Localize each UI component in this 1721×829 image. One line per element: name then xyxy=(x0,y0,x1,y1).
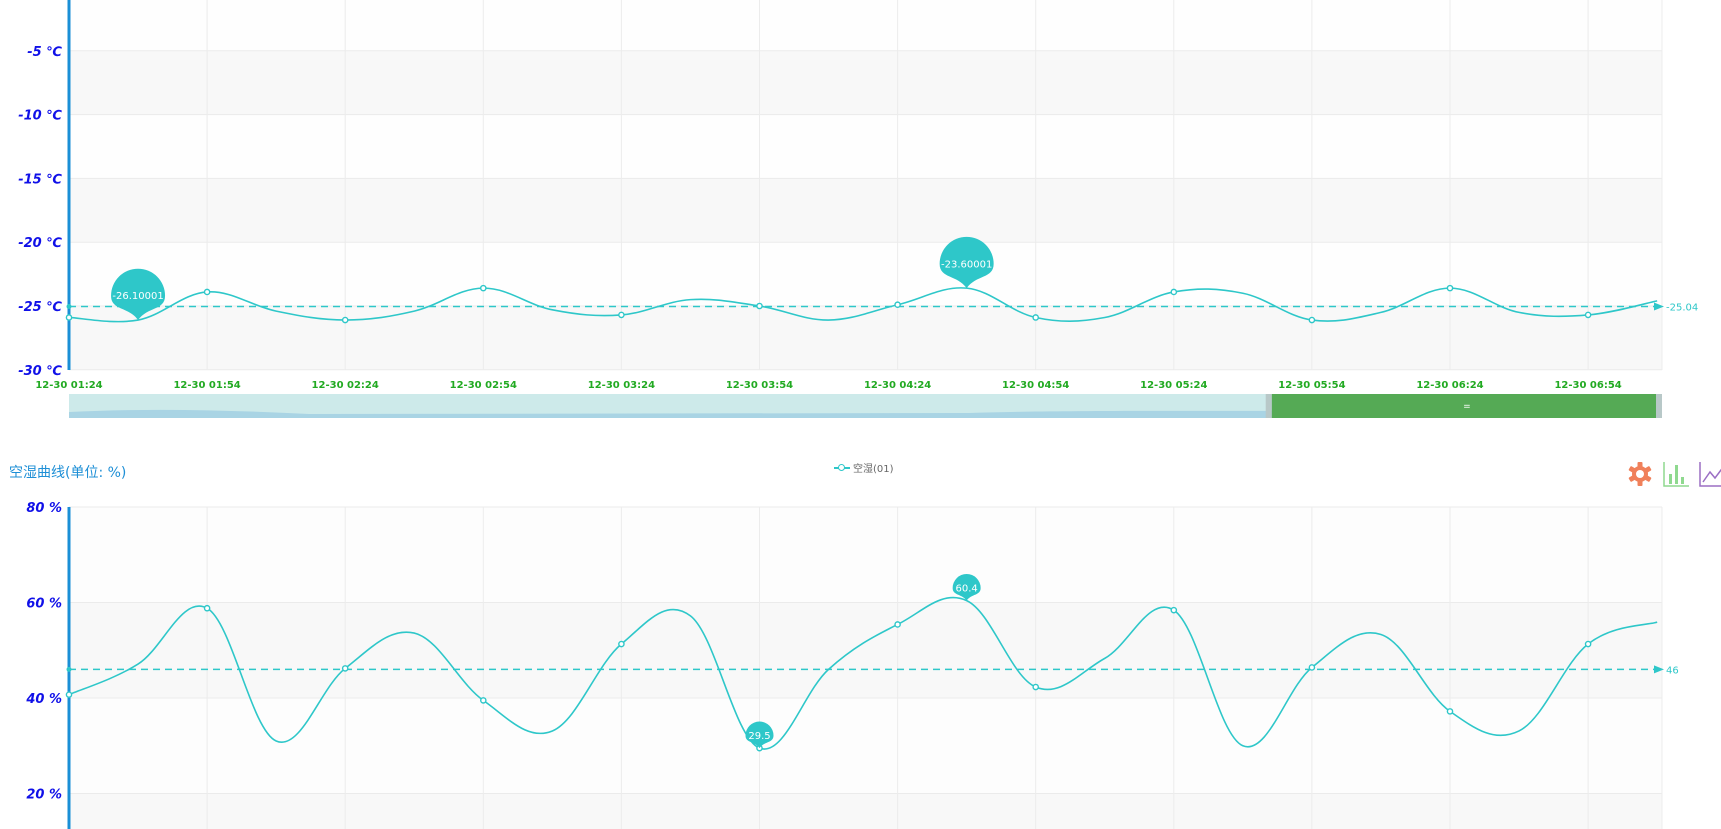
bar-chart-icon[interactable] xyxy=(1662,460,1690,488)
grid-band xyxy=(69,507,1662,603)
y-tick-label: -25 ℃ xyxy=(18,300,62,315)
mark-point-pin[interactable] xyxy=(745,721,774,749)
y-tick-label: -10 ℃ xyxy=(18,109,62,124)
y-tick-label: -5 ℃ xyxy=(27,45,62,60)
mark-point-label-1: -26.10001 xyxy=(112,291,163,302)
humidity-chart: 80 % 60 % 40 % 20 % 46 29.5 60.4 xyxy=(25,501,1679,829)
data-point[interactable] xyxy=(341,665,349,672)
data-point[interactable] xyxy=(65,691,73,698)
mark-point-pin[interactable] xyxy=(939,236,994,289)
data-point[interactable] xyxy=(1584,640,1592,648)
legend-line-icon xyxy=(834,463,850,473)
x-tick-label: 12-30 06:24 xyxy=(1416,380,1483,391)
y-tick-label: 20 % xyxy=(26,788,62,803)
x-tick-label: 12-30 03:24 xyxy=(588,380,655,391)
temperature-chart: -5 ℃ -10 ℃ -15 ℃ -20 ℃ -25 ℃ -30 ℃12-30 01:24… xyxy=(18,0,1698,391)
mark-line-arrow xyxy=(1654,665,1664,674)
x-tick-label: 12-30 03:54 xyxy=(726,380,793,391)
toolbox xyxy=(1626,460,1721,488)
x-tick-label: 12-30 01:24 xyxy=(35,380,102,391)
series-line xyxy=(68,596,1658,750)
x-tick-label: 12-30 06:54 xyxy=(1554,380,1621,391)
mark-line-arrow xyxy=(1654,302,1664,311)
data-zoom-slider[interactable]: = xyxy=(69,394,1662,418)
grid-band xyxy=(69,0,1662,51)
x-tick-label: 12-30 04:24 xyxy=(864,380,931,391)
y-tick-label: -15 ℃ xyxy=(18,172,62,187)
data-point[interactable] xyxy=(1446,708,1454,715)
mark-line-start xyxy=(66,304,72,310)
datazoom-handle-right[interactable] xyxy=(1656,394,1662,418)
line-chart-icon[interactable] xyxy=(1698,460,1721,488)
data-point[interactable] xyxy=(203,288,211,296)
data-point[interactable] xyxy=(618,311,625,319)
mark-point-pin[interactable] xyxy=(111,268,166,321)
data-point[interactable] xyxy=(756,302,763,310)
x-tick-label: 12-30 04:54 xyxy=(1002,380,1069,391)
mark-point-label-13: 60.4 xyxy=(956,583,978,594)
data-point[interactable] xyxy=(1446,284,1454,292)
x-tick-label: 12-30 02:24 xyxy=(312,380,379,391)
data-point[interactable] xyxy=(479,697,487,704)
data-point[interactable] xyxy=(1032,683,1039,691)
legend-label: 空湿(01) xyxy=(853,464,894,475)
data-point[interactable] xyxy=(1170,288,1178,296)
data-point[interactable] xyxy=(1308,316,1316,324)
data-point[interactable] xyxy=(65,314,73,321)
grid-band xyxy=(69,793,1662,829)
data-point[interactable] xyxy=(479,284,487,292)
data-point[interactable] xyxy=(341,316,349,324)
mark-line-start xyxy=(66,666,72,672)
mark-point-label-13: -23.60001 xyxy=(941,259,992,270)
mark-line-label: 46 xyxy=(1666,665,1679,676)
datazoom-handle-left[interactable] xyxy=(1265,394,1272,418)
mark-line-label: -25.04 xyxy=(1666,303,1698,314)
datazoom-preview-area xyxy=(69,409,1662,418)
grid-band xyxy=(69,178,1662,243)
y-tick-label: -20 ℃ xyxy=(18,236,62,251)
x-tick-label: 12-30 02:54 xyxy=(450,380,517,391)
grid-band xyxy=(69,306,1662,370)
data-point[interactable] xyxy=(1584,311,1592,319)
x-tick-label: 12-30 01:54 xyxy=(173,380,240,391)
data-point[interactable] xyxy=(1308,664,1316,671)
datazoom-selected-range[interactable] xyxy=(1271,394,1662,418)
grid-band xyxy=(69,114,1662,179)
grid-band xyxy=(69,602,1662,698)
data-point[interactable] xyxy=(894,301,901,309)
data-point[interactable] xyxy=(894,621,901,628)
grid-band xyxy=(69,50,1662,115)
grid-band xyxy=(69,698,1662,794)
y-tick-label: -30 ℃ xyxy=(18,364,62,379)
y-tick-label: 80 % xyxy=(26,501,62,516)
data-point[interactable] xyxy=(1032,314,1039,321)
x-tick-label: 12-30 05:24 xyxy=(1140,380,1207,391)
gear-icon[interactable] xyxy=(1626,460,1654,488)
data-point[interactable] xyxy=(618,640,625,648)
data-point[interactable] xyxy=(203,604,211,612)
y-tick-label: 40 % xyxy=(25,692,62,707)
humidity-chart-title: 空湿曲线(单位: %) xyxy=(9,465,127,481)
legend-item-humidity[interactable]: 空湿(01) xyxy=(834,460,894,475)
grid-band xyxy=(69,242,1662,306)
series-line xyxy=(68,287,1658,323)
x-tick-label: 12-30 05:54 xyxy=(1278,380,1345,391)
y-tick-label: 60 % xyxy=(26,597,62,612)
mark-point-label-10: 29.5 xyxy=(748,731,770,742)
mark-point-pin[interactable] xyxy=(952,573,981,601)
datazoom-drag-label: = xyxy=(1463,402,1471,412)
data-point[interactable] xyxy=(1170,606,1178,614)
